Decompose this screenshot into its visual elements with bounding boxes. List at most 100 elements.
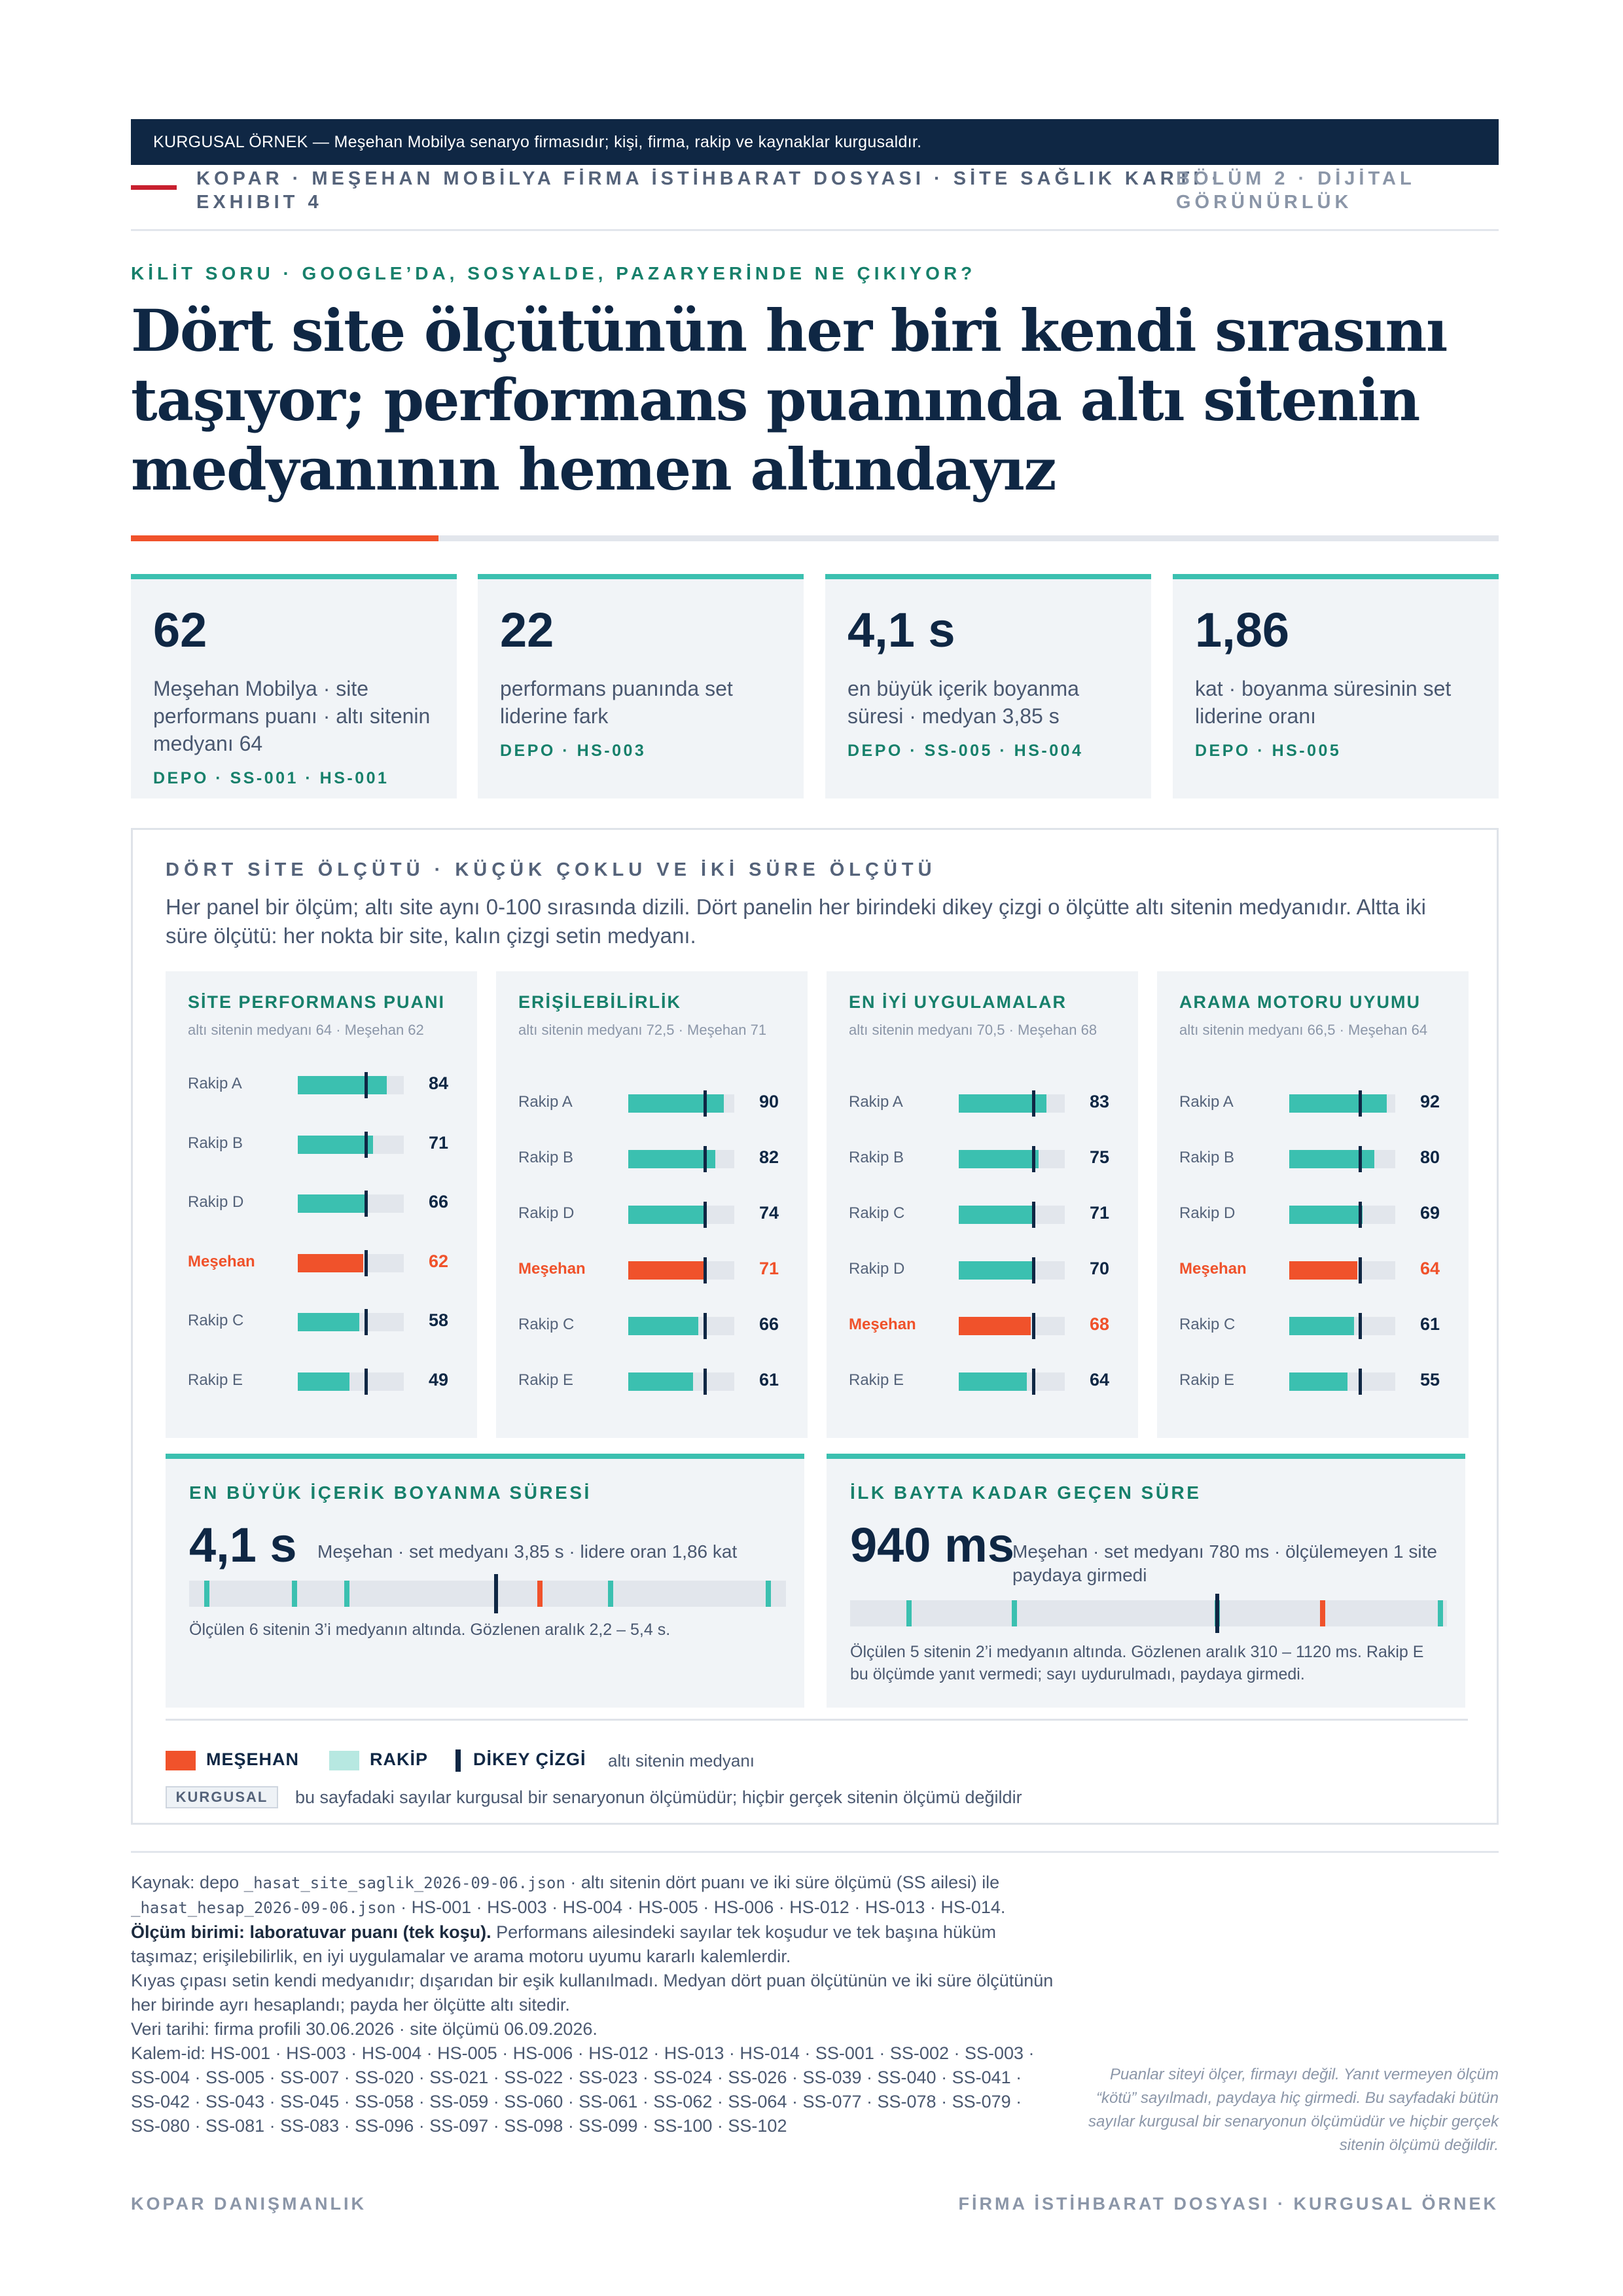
unit-text: Performans ailesindeki sayılar tek koşud… bbox=[131, 1922, 996, 1966]
bar-row: Rakip C 58 bbox=[188, 1308, 463, 1335]
bar-track bbox=[1289, 1369, 1395, 1395]
median-line bbox=[704, 1090, 707, 1117]
median-line bbox=[364, 1072, 368, 1098]
kpi-value: 22 bbox=[500, 603, 554, 657]
legend: MEŞEHAN RAKİP DİKEY ÇİZGİ altı sitenin m… bbox=[166, 1719, 1468, 1808]
bar-value: 61 bbox=[1420, 1314, 1440, 1334]
bar-label: Rakip E bbox=[1179, 1371, 1235, 1389]
median-line bbox=[364, 1309, 368, 1335]
bar-label: Rakip A bbox=[849, 1093, 903, 1111]
bar-row: Rakip E 64 bbox=[849, 1367, 1124, 1395]
footer-right: FİRMA İSTİHBARAT DOSYASI · KURGUSAL ÖRNE… bbox=[958, 2194, 1499, 2214]
bar-row: Rakip D 70 bbox=[849, 1256, 1124, 1283]
bar-row: Rakip C 66 bbox=[518, 1312, 793, 1339]
bar-value: 66 bbox=[759, 1314, 779, 1334]
bar-value: 64 bbox=[1090, 1370, 1110, 1390]
bar-track bbox=[959, 1202, 1065, 1228]
dot-mesehan bbox=[1319, 1600, 1325, 1626]
bar-label: Meşehan bbox=[1179, 1260, 1247, 1278]
source-text: · HS-001 · HS-003 · HS-004 · HS-005 · HS… bbox=[395, 1897, 1006, 1917]
bar-value: 68 bbox=[1090, 1314, 1110, 1334]
bar-track bbox=[1289, 1090, 1395, 1117]
median-line bbox=[1358, 1313, 1362, 1339]
bar-value: 82 bbox=[759, 1147, 779, 1167]
bar-mesehan bbox=[959, 1317, 1031, 1335]
bar-mesehan bbox=[628, 1261, 704, 1280]
bar-track bbox=[298, 1191, 404, 1217]
legend-swatch-median bbox=[455, 1749, 461, 1772]
bar-row: Rakip B 82 bbox=[518, 1145, 793, 1172]
bar-label: Rakip A bbox=[188, 1075, 242, 1092]
bar-label: Meşehan bbox=[849, 1316, 916, 1333]
bar-row: Rakip C 61 bbox=[1179, 1312, 1454, 1339]
bar-row: Rakip B 75 bbox=[849, 1145, 1124, 1172]
median-line bbox=[1358, 1090, 1362, 1117]
key-question: KİLİT SORU · GOOGLE’DA, SOSYALDE, PAZARY… bbox=[131, 263, 976, 283]
bar-label: Rakip C bbox=[518, 1316, 575, 1333]
bar-value: 49 bbox=[429, 1369, 449, 1390]
legend-swatch-rival bbox=[329, 1751, 359, 1770]
panel-description: Her panel bir ölçüm; altı site aynı 0-10… bbox=[166, 895, 1426, 948]
bar-value: 62 bbox=[429, 1251, 449, 1271]
dot-strip bbox=[850, 1594, 1447, 1633]
unit-paragraph: Ölçüm birimi: laboratuvar puanı (tek koş… bbox=[131, 1920, 1054, 1969]
bar-value: 66 bbox=[429, 1192, 449, 1211]
fictional-badge: KURGUSAL bbox=[166, 1786, 278, 1808]
time-panel-note: Ölçülen 5 sitenin 2’i medyanın altında. … bbox=[850, 1643, 1424, 1683]
source-text: Kaynak: depo bbox=[131, 1873, 244, 1892]
kpi-value: 1,86 bbox=[1195, 603, 1290, 657]
header-accent-bar bbox=[131, 185, 177, 190]
bar-value: 71 bbox=[429, 1132, 449, 1153]
kpi-ref: DEPO · SS-001 · HS-001 bbox=[153, 769, 389, 787]
bar-value: 71 bbox=[1090, 1203, 1110, 1223]
bar-value: 64 bbox=[1420, 1259, 1440, 1278]
bar-track bbox=[628, 1146, 734, 1172]
median-line bbox=[1358, 1202, 1362, 1228]
bar-row: Rakip C 71 bbox=[849, 1200, 1124, 1228]
dot-rival bbox=[204, 1581, 209, 1607]
kpi-label: performans puanında set liderine fark bbox=[500, 677, 733, 728]
bar-value: 83 bbox=[1090, 1092, 1110, 1111]
median-line bbox=[364, 1249, 368, 1276]
kpi-card: 4,1 s en büyük içerik boyanma süresi · m… bbox=[825, 574, 1151, 798]
median-line bbox=[1032, 1202, 1036, 1228]
bar-label: Rakip D bbox=[188, 1193, 244, 1211]
source-notes: Kaynak: depo _hasat_site_saglik_2026-09-… bbox=[131, 1871, 1054, 2138]
bar-track bbox=[628, 1369, 734, 1395]
legend-median-desc: altı sitenin medyanı bbox=[608, 1751, 755, 1770]
bar-label: Rakip B bbox=[518, 1149, 574, 1166]
median-line bbox=[1358, 1257, 1362, 1283]
median-line bbox=[1215, 1594, 1220, 1633]
bar-label: Rakip D bbox=[1179, 1204, 1236, 1222]
item-ids-paragraph: Kalem-id: HS-001 · HS-003 · HS-004 · HS-… bbox=[131, 2043, 1035, 2136]
bar-rival bbox=[298, 1135, 374, 1154]
side-note: Puanlar siteyi ölçer, firmayı değil. Yan… bbox=[1088, 2066, 1499, 2154]
dot-mesehan bbox=[537, 1581, 543, 1607]
bar-label: Rakip B bbox=[1179, 1149, 1235, 1166]
time-panel-title: EN BÜYÜK İÇERİK BOYANMA SÜRESİ bbox=[189, 1482, 592, 1503]
bar-label: Meşehan bbox=[518, 1260, 586, 1278]
kpi-label: en büyük içerik boyanma süresi · medyan … bbox=[847, 677, 1079, 728]
small-multiple-best-practices: EN İYİ UYGULAMALAR altı sitenin medyanı … bbox=[827, 971, 1138, 1438]
median-line bbox=[1032, 1090, 1036, 1117]
kpi-ref: DEPO · SS-005 · HS-004 bbox=[847, 742, 1084, 760]
dot-rival bbox=[1011, 1600, 1017, 1626]
fictional-banner: KURGUSAL ÖRNEK — Meşehan Mobilya senaryo… bbox=[131, 119, 1499, 165]
bar-track bbox=[959, 1313, 1065, 1339]
bar-value: 70 bbox=[1090, 1259, 1110, 1278]
median-line bbox=[364, 1191, 368, 1217]
bar-label: Rakip E bbox=[518, 1371, 574, 1389]
dot-rival bbox=[906, 1600, 912, 1626]
bar-track bbox=[1289, 1146, 1395, 1172]
bar-row: Rakip A 84 bbox=[188, 1071, 463, 1098]
small-multiple-title: ARAMA MOTORU UYUMU bbox=[1179, 992, 1421, 1012]
fictional-badge-desc: bu sayfadaki sayılar kurgusal bir senary… bbox=[295, 1787, 1022, 1807]
section-label: BÖLÜM 2 · DİJİTAL GÖRÜNÜRLÜK bbox=[1176, 168, 1416, 213]
bar-track bbox=[298, 1249, 404, 1276]
kpi-ref: DEPO · HS-003 bbox=[500, 742, 647, 760]
bar-rival bbox=[1289, 1372, 1348, 1391]
bar-label: Rakip D bbox=[518, 1204, 575, 1222]
bar-row: Meşehan 68 bbox=[849, 1312, 1124, 1339]
bar-rival bbox=[959, 1150, 1039, 1168]
bar-row: Meşehan 64 bbox=[1179, 1256, 1454, 1283]
